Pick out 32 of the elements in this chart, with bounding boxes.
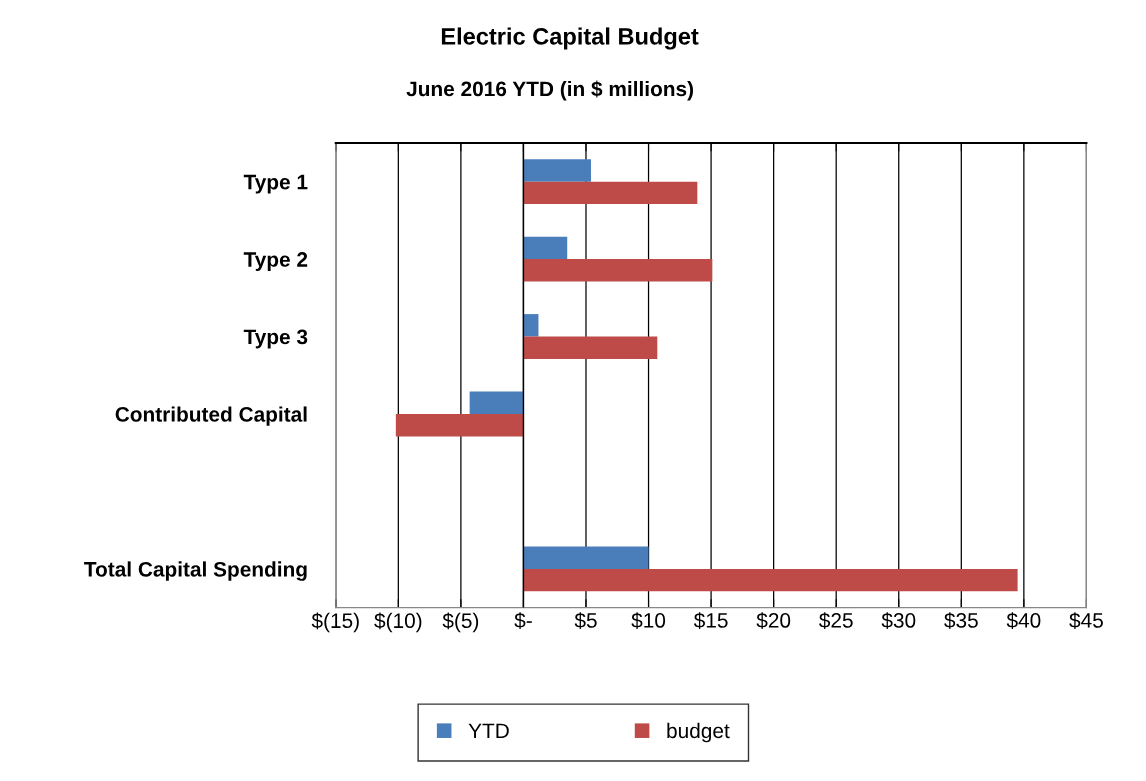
y-tick-label: Type 3 [243,329,308,349]
bar [523,336,658,360]
x-tick-label: $(15) [311,612,359,633]
bar [395,414,524,437]
chart-subtitle: June 2016 YTD (in $ millions) [406,80,694,101]
x-tick-label: $40 [1006,612,1041,630]
bar [469,391,524,414]
x-tick-label: $35 [944,612,978,630]
legend-label: YTD [468,723,509,738]
x-tick-label: $(10) [374,612,422,633]
bar [523,314,539,337]
x-tick-label: $(5) [442,612,479,633]
bar [523,236,568,260]
bar [523,159,591,182]
bar [523,181,698,205]
x-tick-label: $- [514,612,532,630]
x-tick-label: $5 [574,612,597,630]
x-tick-label: $20 [756,612,791,630]
y-tick-label: Contributed Capital [115,406,307,426]
x-tick-label: $25 [819,612,853,630]
x-tick-label: $45 [1069,612,1103,630]
x-tick-label: $10 [631,612,666,630]
bar [523,259,713,282]
x-tick-label: $30 [881,612,916,630]
legend-label: budget [667,722,730,743]
bar [523,546,649,569]
y-tick-label: Type 2 [243,252,308,271]
y-tick-label: Type 1 [243,174,308,194]
chart-title: Electric Capital Budget [441,27,699,50]
y-tick-label: Total Capital Spending [84,561,307,581]
x-tick-label: $15 [693,612,728,630]
bar [523,568,1018,592]
